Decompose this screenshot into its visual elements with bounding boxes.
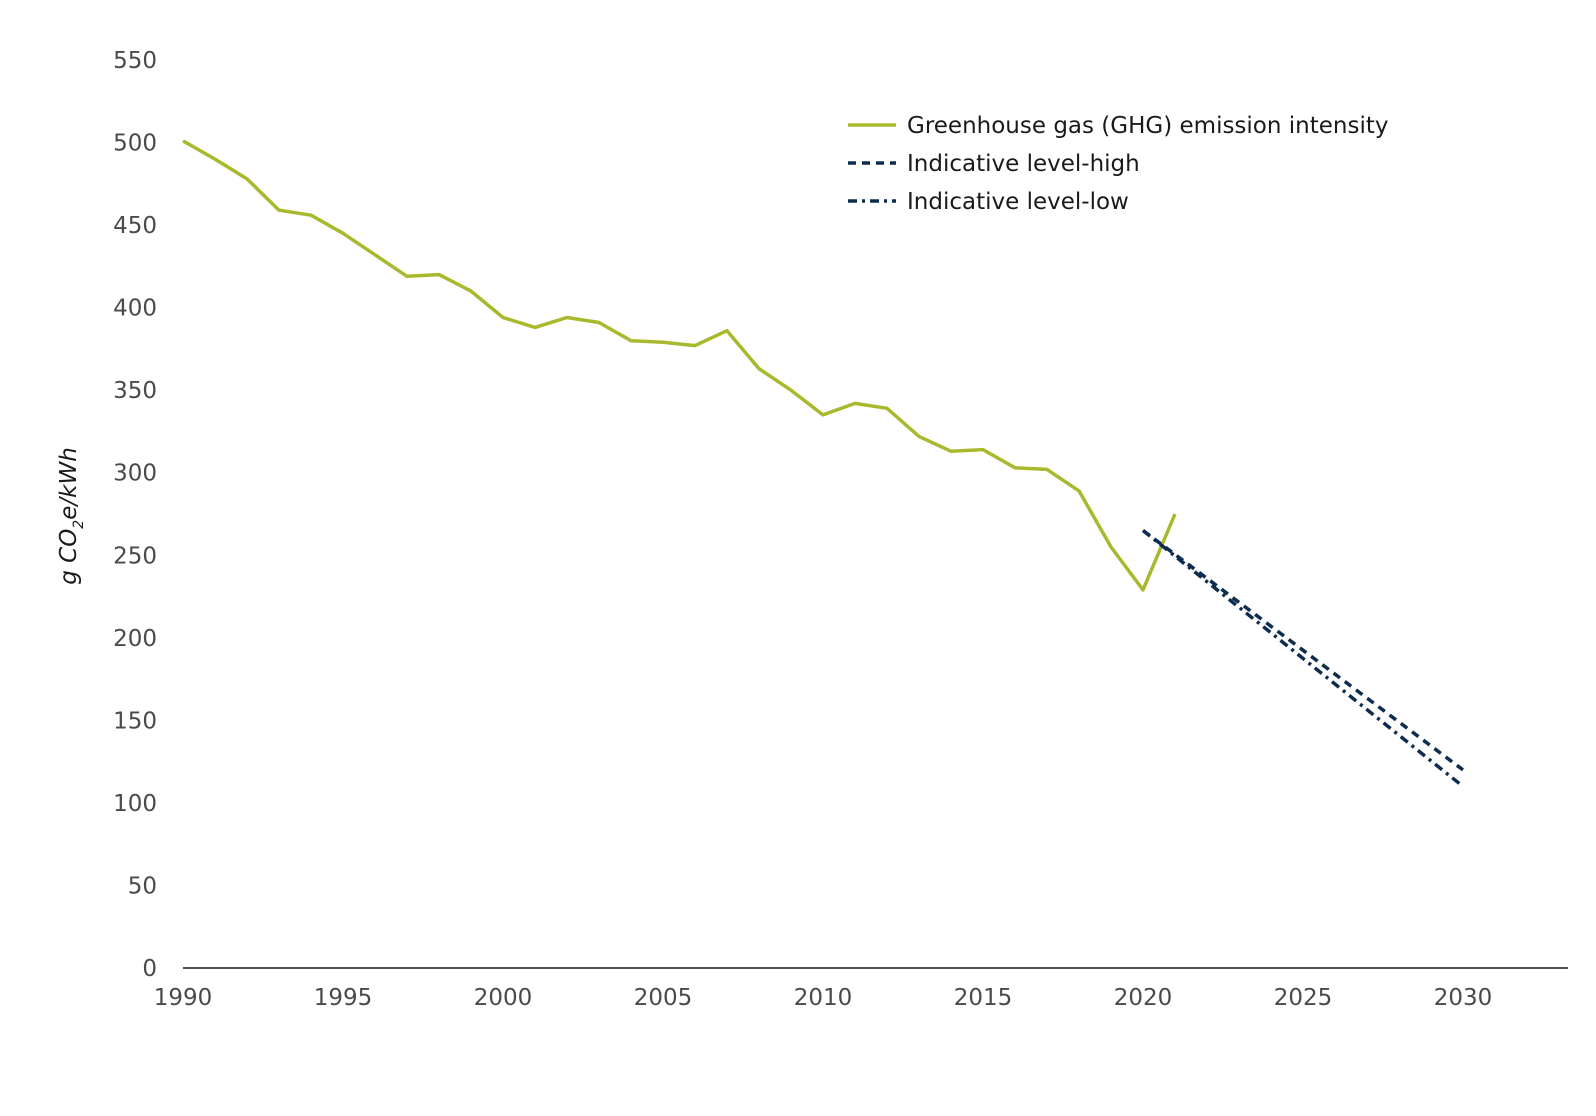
x-tick-label: 1990	[154, 985, 213, 1011]
series-line-indicative-level-high	[1141, 529, 1465, 772]
y-axis-title: g CO2e/kWh	[56, 447, 87, 585]
x-tick-label: 2030	[1434, 985, 1493, 1011]
y-axis-title-suffix: e/kWh	[56, 447, 82, 520]
y-axis-ticks: 0 50 100 150 200 250 300 350 400 450 500 550	[113, 48, 157, 982]
y-tick-label: 300	[113, 461, 157, 487]
y-tick-label: 500	[113, 131, 157, 157]
x-tick-label: 2005	[634, 985, 693, 1011]
x-tick-label: 2015	[954, 985, 1013, 1011]
y-tick-label: 100	[113, 791, 157, 817]
legend-label-indicative-high: Indicative level-high	[907, 151, 1140, 177]
x-axis-ticks: 1990 1995 2000 2005 2010 2015 2020 2025 2030	[154, 985, 1493, 1011]
series-layer	[182, 139, 1465, 788]
x-tick-label: 2000	[474, 985, 533, 1011]
y-tick-label: 450	[113, 213, 157, 239]
legend: Greenhouse gas (GHG) emission intensity …	[848, 113, 1388, 215]
y-tick-label: 350	[113, 378, 157, 404]
y-tick-label: 250	[113, 543, 157, 569]
legend-label-indicative-low: Indicative level-low	[907, 189, 1129, 215]
x-tick-label: 1995	[314, 985, 373, 1011]
y-tick-label: 50	[128, 873, 157, 899]
y-axis-title-subscript: 2	[71, 520, 87, 529]
x-tick-label: 2025	[1274, 985, 1333, 1011]
series-line-indicative-level-low	[1141, 529, 1465, 788]
y-tick-label: 0	[142, 956, 157, 982]
y-tick-label: 400	[113, 296, 157, 322]
y-tick-label: 200	[113, 626, 157, 652]
y-axis-title-prefix: g CO	[56, 529, 82, 585]
x-tick-label: 2020	[1114, 985, 1173, 1011]
legend-label-ghg: Greenhouse gas (GHG) emission intensity	[907, 113, 1388, 139]
x-tick-label: 2010	[794, 985, 853, 1011]
y-tick-label: 150	[113, 708, 157, 734]
y-tick-label: 550	[113, 48, 157, 74]
series-line-greenhouse-gas-ghg-emission-intensity	[182, 139, 1177, 592]
